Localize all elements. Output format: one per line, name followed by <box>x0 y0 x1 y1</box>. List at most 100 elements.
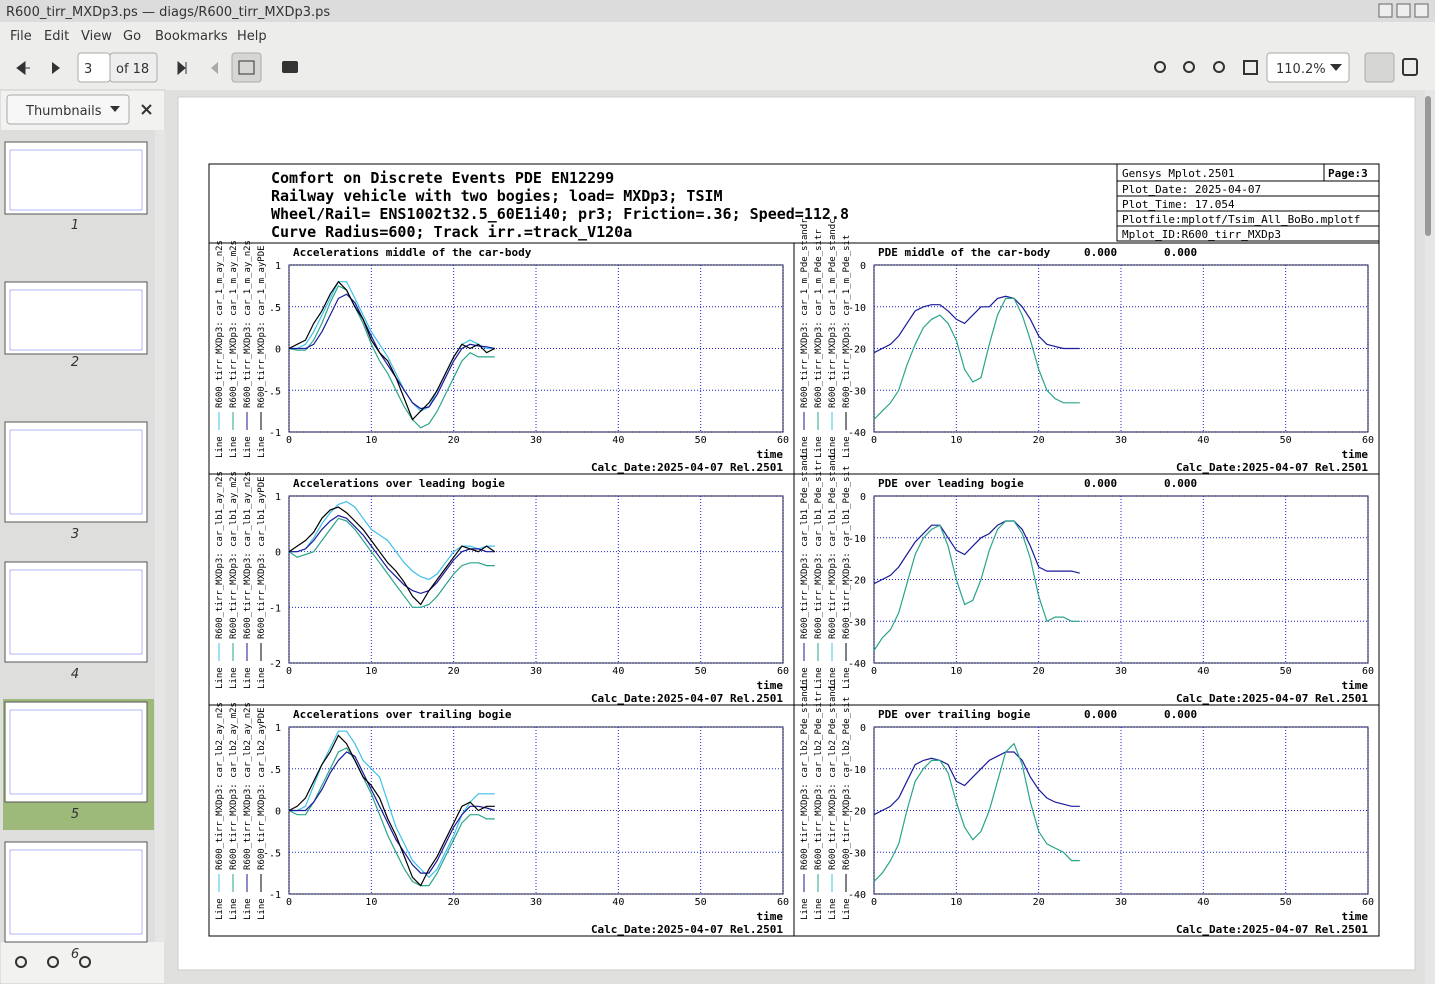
legend-label: R600_tirr_MXDp3: car_lb2_Pde_sit <box>842 697 852 870</box>
forward-button[interactable] <box>52 62 60 74</box>
thumbnail[interactable] <box>4 701 148 803</box>
thumbnail-number: 4 <box>71 667 79 682</box>
legend-prefix: Line <box>814 667 824 689</box>
x-axis-label: time <box>757 910 784 923</box>
legend-prefix: Line <box>257 667 267 689</box>
legend-label: R600_tirr_MXDp3: car_lb2_ayPDE <box>257 707 267 870</box>
x-tick-label: 20 <box>1033 435 1045 446</box>
x-tick-label: 30 <box>1115 897 1127 908</box>
continuous-button[interactable] <box>1364 52 1395 83</box>
legend-label: R600_tirr_MXDp3: car_lb1_Pde_standr <box>800 449 810 639</box>
menu-item[interactable]: Edit <box>44 29 69 44</box>
y-tick-label: .5 <box>269 765 281 776</box>
x-tick-label: 0 <box>286 897 292 908</box>
y-tick-label: 1 <box>275 492 281 503</box>
sidebar-toggle[interactable] <box>231 52 262 83</box>
page-entry[interactable] <box>77 52 111 83</box>
legend-label: R600_tirr_MXDp3: car_1_m_ay_m2s <box>229 240 239 408</box>
thumbnail-content <box>9 149 143 211</box>
zoom-buttons[interactable] <box>1154 60 1258 75</box>
y-tick-label: 1 <box>275 261 281 272</box>
dual-button[interactable] <box>1402 58 1418 76</box>
x-axis-label: time <box>1342 679 1369 692</box>
x-tick-label: 50 <box>1280 666 1292 677</box>
print-button[interactable] <box>282 61 298 73</box>
legend-label: R600_tirr_MXDp3: car_1_m_Pde_sit <box>842 235 852 408</box>
x-tick-label: 30 <box>530 897 542 908</box>
legend-label: R600_tirr_MXDp3: car_lb2_ay_n2s <box>215 702 225 870</box>
x-tick-label: 10 <box>365 435 377 446</box>
chart-stat: 0.000 <box>1164 477 1197 490</box>
legend-label: R600_tirr_MXDp3: car_lb1_ayPDE <box>257 476 267 639</box>
sidebar-zoom[interactable] <box>15 956 91 968</box>
page-count-box <box>109 52 158 83</box>
thumbnail[interactable] <box>4 141 148 215</box>
header-line: Curve Radius=600; Track irr.=track_V120a <box>271 223 632 241</box>
titlebar <box>0 0 1435 22</box>
x-tick-label: 0 <box>871 897 877 908</box>
legend-label: R600_tirr_MXDp3: car_lb1_Pde_sitr <box>814 460 824 639</box>
page-count: of 18 <box>116 62 149 77</box>
y-tick-label: -40 <box>848 428 866 439</box>
x-tick-label: 50 <box>695 666 707 677</box>
y-tick-label: -20 <box>848 807 866 818</box>
thumbnail[interactable] <box>4 281 148 355</box>
legend-prefix: Line <box>243 898 253 920</box>
window-buttons[interactable] <box>1378 3 1429 18</box>
thumbnail[interactable] <box>4 841 148 943</box>
chart-footer: Calc_Date:2025-04-07 Rel.2501 <box>591 923 783 936</box>
thumbnail[interactable] <box>4 421 148 523</box>
menu-item[interactable]: View <box>81 29 112 44</box>
thumbnail-content <box>9 429 143 515</box>
info-line: Plotfile:mplotf/Tsim_All_BoBo.mplotf <box>1122 213 1360 226</box>
x-tick-label: 30 <box>1115 666 1127 677</box>
sidebar-mode[interactable] <box>6 94 130 125</box>
sidebar-close[interactable] <box>141 104 152 115</box>
legend-label: R600_tirr_MXDp3: car_lb2_Pde_standr <box>800 680 810 870</box>
toolbar: 3 of 18 110.2% <box>16 52 1418 83</box>
series-line <box>873 295 1080 354</box>
info-program: Gensys Mplot.2501 <box>1122 167 1235 180</box>
thumbnail-number: 2 <box>71 355 79 370</box>
series-line <box>288 285 495 429</box>
menu-item[interactable]: Bookmarks <box>155 29 228 44</box>
legend-prefix: Line <box>814 898 824 920</box>
x-tick-label: 10 <box>950 435 962 446</box>
chart-stat: 0.000 <box>1164 708 1197 721</box>
x-tick-label: 40 <box>612 897 624 908</box>
x-tick-label: 40 <box>1197 897 1209 908</box>
menu-item[interactable]: Go <box>123 29 141 44</box>
back-button[interactable] <box>16 61 30 75</box>
history-back[interactable] <box>177 60 187 76</box>
thumbnail-number: 1 <box>71 218 79 233</box>
y-tick-label: .5 <box>269 303 281 314</box>
chart-footer: Calc_Date:2025-04-07 Rel.2501 <box>1176 923 1368 936</box>
legend-label: R600_tirr_MXDp3: car_1_m_ay_n2s <box>215 240 225 408</box>
legend-label: R600_tirr_MXDp3: car_lb1_Pde_sit <box>842 466 852 639</box>
menu-item[interactable]: Help <box>237 29 267 44</box>
y-tick-label: -2 <box>269 659 281 670</box>
menu-item[interactable]: File <box>10 29 32 44</box>
legend-label: R600_tirr_MXDp3: car_1_m_Pde_sitr <box>814 229 824 408</box>
thumbnail-content <box>9 849 143 935</box>
x-tick-label: 30 <box>530 435 542 446</box>
y-tick-label: 0 <box>275 345 281 356</box>
history-forward[interactable] <box>211 62 218 74</box>
legend-label: R600_tirr_MXDp3: car_lb2_ay_m2s <box>229 702 239 870</box>
thumbnail-number: 5 <box>71 807 79 822</box>
header-line: Comfort on Discrete Events PDE EN12299 <box>271 169 614 187</box>
legend-label: R600_tirr_MXDp3: car_lb2_Pde_sitr <box>814 691 824 870</box>
info-line: Plot_Time: 17.054 <box>1122 198 1235 211</box>
x-tick-label: 10 <box>365 666 377 677</box>
chart-stat: 0.000 <box>1084 246 1117 259</box>
legend-label: R600_tirr_MXDp3: car_lb2_Pde_standc <box>828 680 838 870</box>
thumbnail[interactable] <box>4 561 148 663</box>
x-axis-label: time <box>1342 910 1369 923</box>
menubar: File Edit View Go Bookmarks Help <box>10 29 267 44</box>
y-tick-label: -.5 <box>263 386 281 397</box>
legend-prefix: Line <box>828 436 838 458</box>
series-line <box>288 734 495 887</box>
legend-prefix: Line <box>800 667 810 689</box>
zoom-combo[interactable] <box>1266 52 1350 83</box>
